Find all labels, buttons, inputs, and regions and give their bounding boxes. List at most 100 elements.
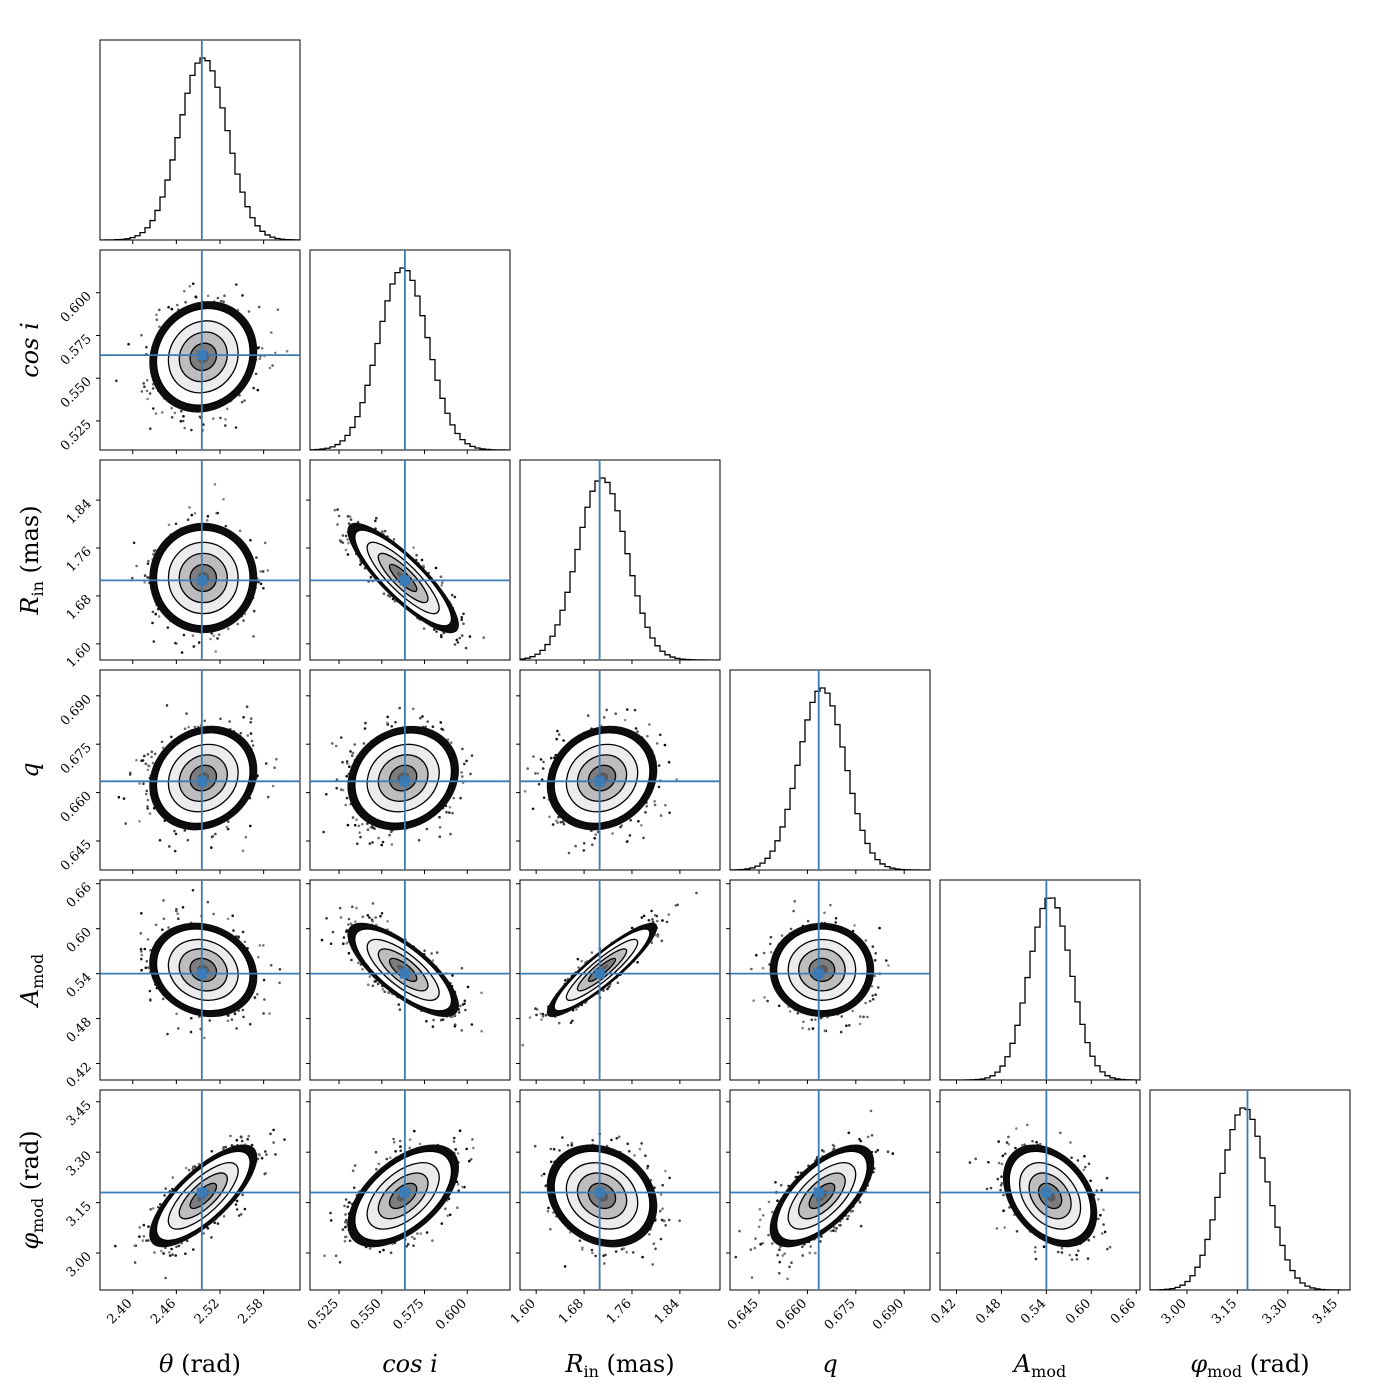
x-tick-label: 3.30 <box>1260 1296 1291 1327</box>
label-symbol: cos <box>382 1350 422 1378</box>
density-amod-vs-q <box>750 899 890 1034</box>
x-tick-label: 1.76 <box>604 1296 635 1327</box>
panel-frame-5-3 <box>729 1089 931 1291</box>
y-tick-label: 3.45 <box>64 1098 95 1129</box>
histogram-phimod <box>1150 1107 1350 1290</box>
x-tick-label: 0.550 <box>348 1296 385 1333</box>
x-tick-label: 0.60 <box>1063 1296 1094 1327</box>
truth-marker-phimod-q <box>813 1187 824 1198</box>
x-tick-label: 1.84 <box>652 1296 683 1327</box>
label-symbol: R <box>16 597 44 616</box>
x-tick-label: 0.54 <box>1018 1296 1049 1327</box>
panel-frame-3-1 <box>309 669 511 871</box>
label-text: i <box>16 322 44 337</box>
x-tick-label: 0.660 <box>773 1296 810 1333</box>
histogram-cosi <box>310 267 510 450</box>
panel-frame-2-1 <box>309 459 511 661</box>
truth-marker-q-rin <box>594 776 605 787</box>
x-axis-label-cosi: cos i <box>382 1350 438 1378</box>
y-tick-label: 1.60 <box>64 640 95 671</box>
x-tick-label: 3.00 <box>1159 1296 1190 1327</box>
x-tick-label: 1.60 <box>508 1296 539 1327</box>
panel-frame-0-0 <box>99 39 301 241</box>
y-tick-label: 0.66 <box>64 880 95 911</box>
x-tick-label: 2.40 <box>104 1296 135 1327</box>
histogram-rin <box>520 477 720 660</box>
label-text: (rad) <box>173 1350 241 1378</box>
label-symbol: φ <box>1190 1350 1207 1378</box>
panel-frame-2-2 <box>519 459 721 661</box>
x-tick-label: 0.66 <box>1108 1296 1139 1327</box>
panel-frame-4-3 <box>729 879 931 1081</box>
x-tick-label: 0.600 <box>433 1296 470 1333</box>
x-tick-label: 0.42 <box>928 1296 959 1327</box>
label-symbol: θ <box>159 1350 174 1378</box>
y-tick-label: 3.15 <box>64 1199 95 1230</box>
truth-marker-phimod-amod <box>1041 1187 1052 1198</box>
truth-marker-phimod-rin <box>594 1187 605 1198</box>
histogram-q <box>730 687 930 870</box>
panel-frame-5-4 <box>939 1089 1141 1291</box>
panel-frame-5-2 <box>519 1089 721 1291</box>
x-axis-label-rin: Rin (mas) <box>564 1350 674 1381</box>
truth-marker-q-theta <box>196 776 207 787</box>
label-text: (mas) <box>16 505 44 581</box>
truth-marker-phimod-cosi <box>399 1187 410 1198</box>
truth-marker-phimod-theta <box>196 1187 207 1198</box>
x-axis-label-theta: θ (rad) <box>159 1350 241 1378</box>
y-axis-label-rin: Rin (mas) <box>16 505 47 615</box>
y-tick-label: 0.690 <box>58 692 95 729</box>
x-tick-label: 0.675 <box>822 1296 859 1333</box>
panel-frame-1-0 <box>99 249 301 451</box>
y-tick-label: 1.76 <box>64 544 95 575</box>
density-amod-vs-cosi <box>320 902 483 1033</box>
y-tick-label: 0.550 <box>58 374 95 411</box>
y-tick-label: 3.00 <box>64 1249 95 1280</box>
panel-frames <box>96 39 1351 1294</box>
axis-labels: θ (rad) cos i Rin (mas) q Amod φmod (rad)cos … <box>16 322 1310 1381</box>
y-tick-label: 0.60 <box>64 925 95 956</box>
panel-frame-3-0 <box>99 669 301 871</box>
x-tick-label: 0.48 <box>973 1296 1004 1327</box>
label-symbol: φ <box>16 1233 44 1250</box>
label-text: i <box>422 1350 437 1378</box>
x-tick-label: 1.68 <box>556 1296 587 1327</box>
truth-marker-cosi-theta <box>196 350 207 361</box>
truth-marker-rin-cosi <box>399 575 410 586</box>
density-amod-vs-theta <box>139 888 282 1040</box>
label-subscript: mod <box>28 954 47 989</box>
label-symbol: cos <box>16 338 44 378</box>
panel-frame-4-0 <box>99 879 301 1081</box>
x-tick-label: 0.690 <box>870 1296 907 1333</box>
y-tick-label: 1.68 <box>64 592 95 623</box>
y-axis-label-phimod: φmod (rad) <box>16 1130 47 1249</box>
panel-frame-3-3 <box>729 669 931 871</box>
y-tick-label: 0.42 <box>64 1060 95 1091</box>
x-axis-label-q: q <box>822 1350 837 1378</box>
x-tick-label: 3.45 <box>1310 1296 1341 1327</box>
x-tick-label: 0.525 <box>305 1296 342 1333</box>
truth-marker-amod-theta <box>196 968 207 979</box>
y-tick-label: 0.575 <box>58 332 95 369</box>
y-axis-label-q: q <box>16 762 44 777</box>
truth-marker-amod-rin <box>594 968 605 979</box>
y-tick-label: 3.30 <box>64 1148 95 1179</box>
label-text: (rad) <box>1242 1350 1310 1378</box>
y-axis-label-cosi: cos i <box>16 322 44 378</box>
truth-marker-rin-theta <box>196 575 207 586</box>
x-axis-label-amod: Amod <box>1012 1350 1066 1381</box>
label-symbol: q <box>822 1350 837 1378</box>
panel-frame-5-5 <box>1149 1089 1351 1291</box>
label-symbol: A <box>16 989 44 1008</box>
label-subscript: in <box>28 581 47 596</box>
x-tick-label: 2.58 <box>235 1296 266 1327</box>
truth-marker-amod-q <box>813 968 824 979</box>
density-phimod-vs-amod <box>968 1123 1112 1261</box>
label-symbol: q <box>16 762 44 777</box>
x-axis-label-phimod: φmod (rad) <box>1190 1350 1309 1381</box>
y-tick-label: 0.525 <box>58 417 95 454</box>
y-axis-label-amod: Amod <box>16 954 47 1008</box>
label-text: (mas) <box>599 1350 675 1378</box>
truth-marker-q-cosi <box>399 776 410 787</box>
label-symbol: A <box>1012 1350 1031 1378</box>
